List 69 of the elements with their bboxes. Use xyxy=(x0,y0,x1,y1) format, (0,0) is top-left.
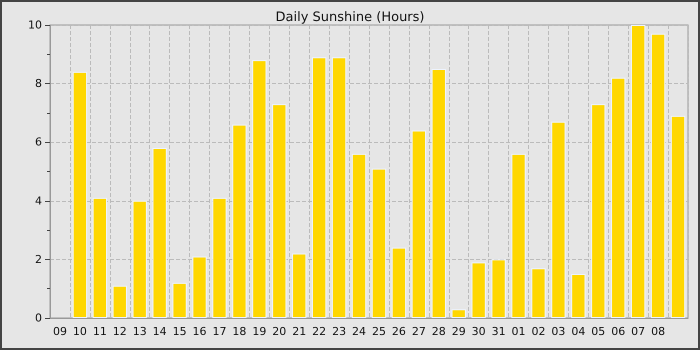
x-tick-label: 12 xyxy=(112,325,127,338)
bar xyxy=(551,122,566,318)
x-tick-label: 23 xyxy=(332,325,346,338)
y-tick-label: 4 xyxy=(35,194,42,208)
x-tick-label: 01 xyxy=(512,325,526,338)
bar xyxy=(312,57,326,318)
bar xyxy=(92,198,108,318)
bar xyxy=(452,309,466,318)
bar xyxy=(232,124,247,318)
bar xyxy=(392,248,406,318)
bar xyxy=(491,259,506,318)
bar xyxy=(172,282,187,318)
x-tick-label: 26 xyxy=(392,325,406,338)
x-tick-label: 25 xyxy=(372,325,386,338)
x-tick-label: 06 xyxy=(611,325,626,338)
x-tick-label: 19 xyxy=(252,325,266,338)
bar xyxy=(72,72,88,318)
bar xyxy=(611,78,626,318)
bar xyxy=(650,34,666,318)
x-tick-label: 07 xyxy=(631,325,646,338)
x-tick-label: 03 xyxy=(551,325,566,338)
y-tick-label: 6 xyxy=(35,136,42,149)
x-tick-label: 10 xyxy=(72,325,87,338)
y-tick-label: 10 xyxy=(28,18,42,32)
x-tick-label: 27 xyxy=(412,325,426,338)
x-tick-label: 21 xyxy=(292,325,306,338)
bar xyxy=(132,200,147,318)
x-tick-label: 02 xyxy=(531,325,546,338)
x-tick-label: 14 xyxy=(152,325,167,338)
x-tick-label: 29 xyxy=(452,325,466,338)
bar xyxy=(432,68,446,318)
x-tick-label: 22 xyxy=(312,325,326,338)
x-tick-label: 17 xyxy=(212,325,226,338)
bar xyxy=(471,262,486,318)
x-tick-label: 31 xyxy=(492,325,506,338)
bar xyxy=(252,60,267,318)
bar xyxy=(352,154,366,318)
x-tick-label: 15 xyxy=(172,325,187,338)
y-tick-label: 8 xyxy=(35,77,42,90)
chart-title: Daily Sunshine (Hours) xyxy=(276,10,424,25)
x-tick-label: 09 xyxy=(52,325,67,338)
bar xyxy=(630,25,646,318)
bar xyxy=(192,256,207,318)
x-tick-label: 28 xyxy=(432,325,446,338)
x-tick-label: 13 xyxy=(132,325,147,338)
x-tick-label: 18 xyxy=(232,325,246,338)
x-tick-label: 30 xyxy=(472,325,486,338)
bar xyxy=(571,274,586,318)
bar xyxy=(112,286,127,318)
bar xyxy=(511,154,526,318)
x-tick-label: 05 xyxy=(591,325,606,338)
bar xyxy=(531,268,546,318)
x-tick-label: 08 xyxy=(651,325,666,338)
x-tick-label: 16 xyxy=(192,325,207,338)
bar xyxy=(412,130,426,318)
x-tick-label: 24 xyxy=(352,325,366,338)
y-tick-label: 0 xyxy=(35,312,42,324)
bar xyxy=(212,198,227,318)
bar xyxy=(332,57,346,318)
x-tick-label: 11 xyxy=(92,325,107,338)
bar xyxy=(591,104,606,318)
bar xyxy=(372,168,386,318)
bar xyxy=(292,254,306,318)
bar xyxy=(152,148,167,318)
y-tick-label: 2 xyxy=(35,252,42,266)
bar xyxy=(670,116,686,318)
x-tick-label: 04 xyxy=(571,325,586,338)
bar xyxy=(272,104,286,318)
x-tick-label: 20 xyxy=(272,325,286,338)
